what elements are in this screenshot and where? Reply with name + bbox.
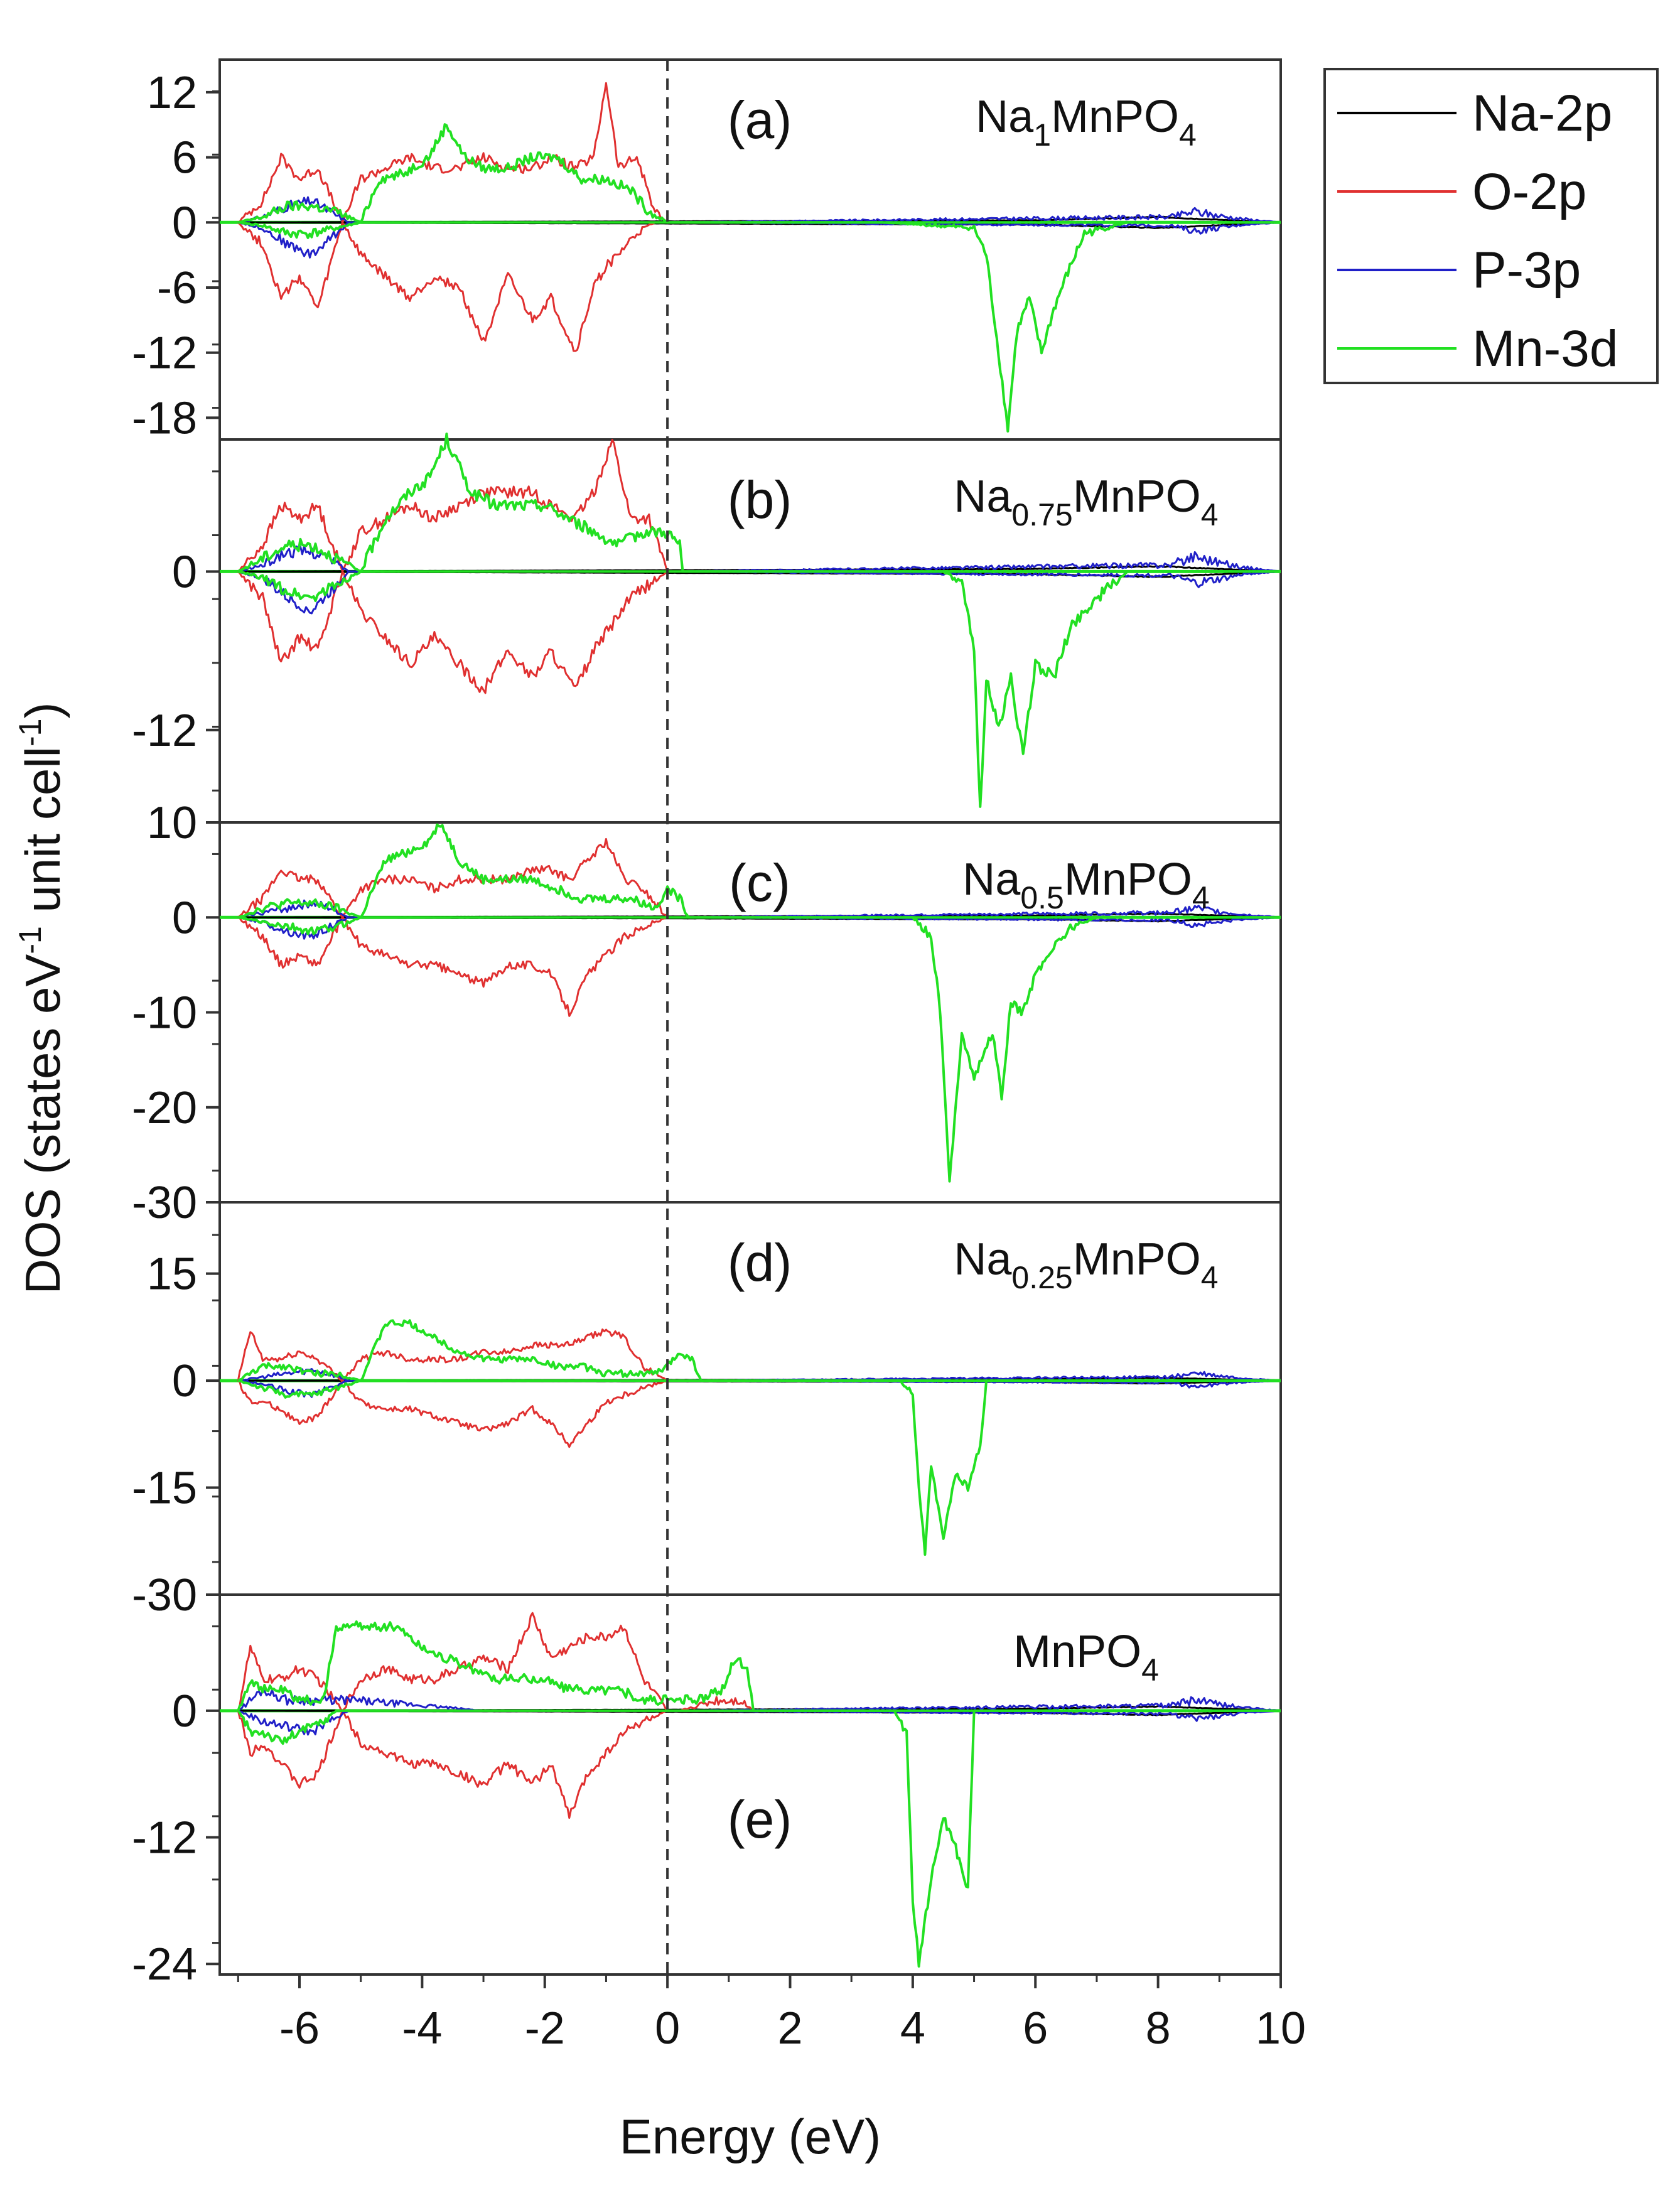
y-tick-label: -12 bbox=[132, 706, 197, 756]
series-p-3p-spin-down bbox=[238, 1379, 1281, 1398]
x-tick-label: -4 bbox=[402, 2003, 442, 2054]
series-o-2p-spin-up bbox=[237, 438, 669, 573]
y-tick-label: -12 bbox=[132, 1813, 197, 1863]
y-tick-label: 0 bbox=[172, 547, 197, 597]
panel-c: 10 0 -10 -20 -30 (c) Na0.5MnPO4 bbox=[132, 798, 1282, 1228]
y-tick-label: 12 bbox=[147, 68, 197, 118]
y-tick-label: -24 bbox=[132, 1939, 197, 1990]
y-tick-label: -10 bbox=[132, 988, 197, 1038]
compound-label: Na0.5MnPO4 bbox=[962, 854, 1209, 915]
series-mn-3d-spin-down bbox=[237, 916, 1281, 1183]
series-p-3p-spin-down bbox=[237, 916, 1281, 940]
legend-label-na-2p: Na-2p bbox=[1472, 85, 1612, 142]
panel-letter: (c) bbox=[729, 853, 790, 912]
panel-letter: (b) bbox=[728, 470, 792, 529]
compound-label: Na1MnPO4 bbox=[976, 92, 1197, 153]
series-o-2p-spin-up bbox=[237, 1612, 754, 1712]
panel-a: 12 6 0 -6 -12 -18 (a) Na1MnPO4 bbox=[132, 58, 1282, 443]
y-axis-title: DOS (states eV-1 unit cell-1) bbox=[13, 703, 70, 1295]
x-axis-title: Energy (eV) bbox=[620, 2109, 881, 2164]
panel-letter: (d) bbox=[728, 1233, 792, 1292]
legend-label-p-3p: P-3p bbox=[1472, 242, 1581, 299]
y-tick-label: -30 bbox=[132, 1178, 197, 1228]
y-tick-label: -20 bbox=[132, 1083, 197, 1133]
panel-letter: (a) bbox=[728, 90, 792, 149]
compound-label: MnPO4 bbox=[1013, 1627, 1159, 1688]
y-tick-label: 10 bbox=[147, 798, 197, 848]
x-tick-label: 4 bbox=[900, 2003, 925, 2054]
x-tick-label: 10 bbox=[1256, 2003, 1306, 2054]
series-o-2p-spin-up bbox=[237, 82, 669, 224]
y-tick-label: -30 bbox=[132, 1570, 197, 1620]
series-p-3p-spin-up bbox=[237, 545, 1281, 573]
series-mn-3d-spin-down bbox=[237, 1379, 1281, 1556]
y-tick-label: 6 bbox=[172, 133, 197, 183]
series-mn-3d-spin-down bbox=[237, 1709, 1281, 1968]
panel-e: 0 -12 -24 (e) MnPO4 bbox=[132, 1593, 1282, 1990]
panel-b: 0 -12 (b) Na0.75MnPO4 bbox=[132, 433, 1282, 824]
panels-layer: 12 6 0 -6 -12 -18 (a) Na1MnPO4 0 -12 (b) Na0.75MnPO… bbox=[132, 58, 1282, 1990]
series-mn-3d-spin-down bbox=[237, 570, 1281, 808]
y-tick-label: -6 bbox=[157, 263, 197, 313]
y-tick-label: 15 bbox=[147, 1249, 197, 1300]
x-tick-label: 2 bbox=[777, 2003, 802, 2054]
legend-label-o-2p: O-2p bbox=[1472, 163, 1586, 220]
x-tick-label: 6 bbox=[1023, 2003, 1048, 2054]
series-o-2p-spin-down bbox=[237, 1710, 753, 1819]
series-o-2p-spin-up bbox=[237, 838, 669, 919]
legend-box bbox=[1323, 68, 1659, 384]
y-tick-label: 0 bbox=[172, 1356, 197, 1406]
y-tick-label: 0 bbox=[172, 893, 197, 943]
x-tick-label: -2 bbox=[525, 2003, 565, 2054]
y-tick-label: -18 bbox=[132, 393, 197, 443]
compound-label: Na0.75MnPO4 bbox=[954, 471, 1218, 532]
y-tick-label: -15 bbox=[132, 1463, 197, 1514]
x-tick-label: 0 bbox=[655, 2003, 680, 2054]
series-o-2p-spin-down bbox=[237, 1379, 668, 1448]
y-tick-label: 0 bbox=[172, 198, 197, 248]
y-tick-label: -12 bbox=[132, 328, 197, 379]
series-o-2p-spin-down bbox=[237, 221, 668, 352]
series-mn-3d-spin-down bbox=[238, 221, 1281, 433]
x-axis: -6 -4 -2 0 2 4 6 8 10 bbox=[237, 1974, 1306, 2054]
panel-letter: (e) bbox=[728, 1790, 792, 1849]
y-tick-label: 0 bbox=[172, 1686, 197, 1737]
x-tick-label: 8 bbox=[1146, 2003, 1171, 2054]
compound-label: Na0.25MnPO4 bbox=[954, 1234, 1218, 1295]
x-tick-label: -6 bbox=[279, 2003, 320, 2054]
panel-d: 15 0 -15 -30 (d) Na0.25MnPO4 bbox=[132, 1201, 1282, 1620]
legend: Na-2p O-2p P-3p Mn-3d bbox=[1323, 68, 1659, 384]
series-mn-3d-spin-up bbox=[237, 1319, 1281, 1382]
series-o-2p-spin-down bbox=[237, 570, 669, 694]
panel-frame bbox=[218, 1593, 1282, 1976]
legend-label-mn-3d: Mn-3d bbox=[1472, 320, 1618, 377]
series-o-2p-spin-down bbox=[237, 916, 668, 1017]
series-p-3p-spin-down bbox=[238, 570, 1281, 615]
series-o-2p-spin-up bbox=[237, 1328, 668, 1382]
